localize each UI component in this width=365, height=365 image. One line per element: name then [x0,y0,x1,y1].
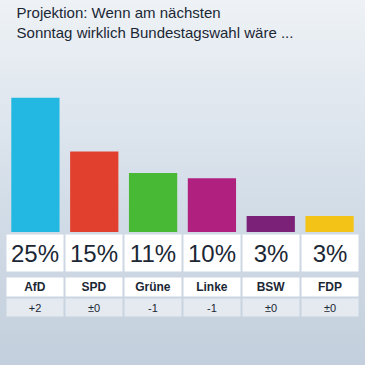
svg-text:BSW: BSW [257,280,286,294]
svg-text:3%: 3% [254,240,289,267]
svg-text:±0: ±0 [265,302,277,314]
svg-text:FDP: FDP [318,280,342,294]
svg-text:SPD: SPD [81,280,106,294]
svg-text:-1: -1 [207,302,217,314]
svg-text:15%: 15% [70,240,118,267]
svg-text:25%: 25% [11,240,59,267]
svg-text:+2: +2 [29,302,42,314]
svg-text:-1: -1 [148,302,158,314]
svg-text:±0: ±0 [324,302,336,314]
svg-text:Linke: Linke [196,280,228,294]
svg-text:10%: 10% [188,240,236,267]
svg-text:11%: 11% [130,240,176,267]
svg-text:3%: 3% [313,240,348,267]
svg-text:±0: ±0 [88,302,100,314]
svg-text:Grüne: Grüne [135,280,171,294]
svg-text:AfD: AfD [24,280,46,294]
svg-text:Projektion: Wenn am nächstenSo: Projektion: Wenn am nächstenSonntag wirk… [17,4,294,41]
